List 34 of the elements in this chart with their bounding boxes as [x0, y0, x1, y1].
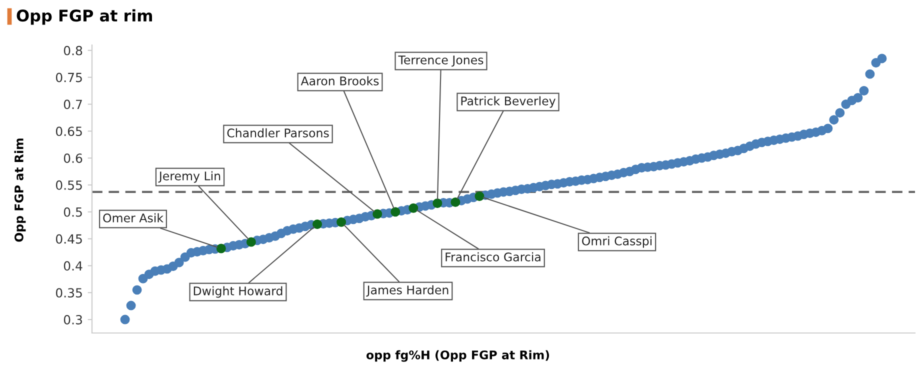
- y-tick-label: 0.45: [56, 234, 82, 244]
- y-tick-label: 0.5: [64, 207, 82, 217]
- y-tick-label: 0.6: [64, 154, 82, 163]
- point: [474, 192, 484, 202]
- annotation: Patrick Beverley: [461, 96, 556, 108]
- y-tick-label: 0.3: [64, 315, 82, 324]
- point: [432, 198, 442, 208]
- x-axis-title: opp fg%H (Opp FGP at Rim): [366, 350, 550, 362]
- point: [336, 217, 346, 227]
- y-axis-title: Opp FGP at Rim: [14, 138, 26, 242]
- y-tick-label: 0.4: [64, 261, 82, 271]
- point: [408, 203, 418, 213]
- annotation: Chandler Parsons: [227, 128, 329, 138]
- y-tick-label: 0.55: [56, 180, 82, 190]
- point: [312, 220, 322, 229]
- annotation: Jeremy Lin: [158, 171, 220, 183]
- annotation: Dwight Howard: [194, 286, 282, 298]
- point: [246, 237, 256, 247]
- annotation: Francisco Garcia: [446, 252, 540, 262]
- y-tick-label: 0.7: [64, 100, 82, 110]
- point: [450, 197, 460, 207]
- y-tick-label: 0.8: [64, 46, 82, 56]
- y-tick-label: 0.65: [56, 126, 82, 136]
- chart-title: Opp FGP at rim: [16, 9, 152, 25]
- annotation: Aaron Brooks: [300, 76, 379, 86]
- y-tick-label: 0.75: [56, 72, 82, 82]
- annotation: Omer Asik: [103, 213, 164, 222]
- annotation: James Harden: [366, 285, 448, 297]
- point: [216, 244, 226, 254]
- point: [390, 207, 400, 217]
- point: [372, 209, 382, 219]
- annotation: Terrence Jones: [398, 56, 484, 67]
- annotation: Omri Casspi: [582, 236, 652, 248]
- y-tick-label: 0.35: [56, 288, 82, 298]
